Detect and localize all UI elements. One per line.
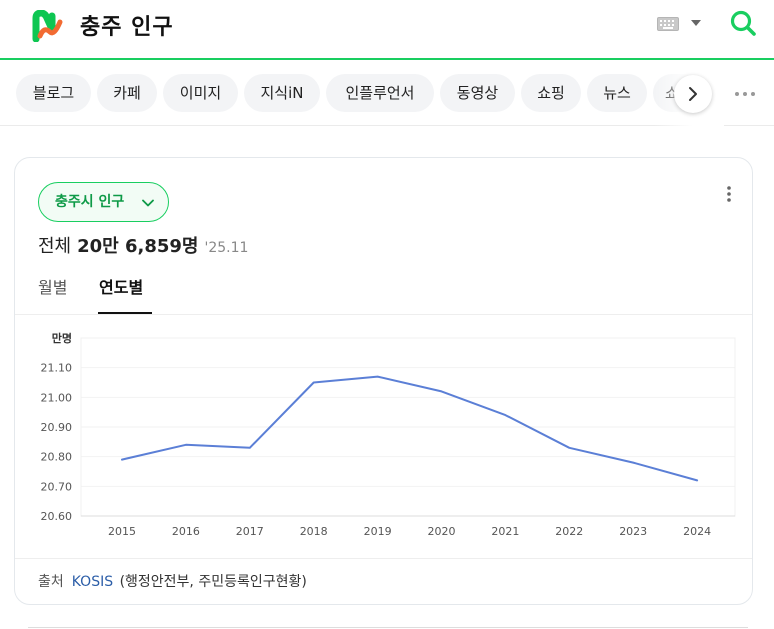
y-tick-label: 21.00 (41, 391, 73, 404)
subtab-active-indicator (98, 312, 152, 314)
y-tick-label: 20.60 (41, 510, 73, 523)
tabs-next-button[interactable] (674, 75, 712, 113)
tab-image[interactable]: 이미지 (163, 74, 238, 112)
tab-kin[interactable]: 지식iN (244, 74, 320, 112)
x-tick-label: 2018 (300, 525, 328, 538)
naver-logo-icon[interactable] (32, 10, 64, 42)
x-tick-label: 2023 (619, 525, 647, 538)
x-tick-label: 2020 (428, 525, 456, 538)
divider (15, 314, 752, 315)
tab-influencer[interactable]: 인플루언서 (326, 74, 434, 112)
y-tick-label: 21.10 (41, 362, 73, 375)
divider (28, 627, 748, 628)
population-card: 충주시 인구 전체 20만 6,859명 '25.11 월별 연도별 20.60 20… (14, 157, 753, 605)
x-tick-label: 2022 (555, 525, 583, 538)
tab-video[interactable]: 동영상 (440, 74, 515, 112)
search-query[interactable]: 충주 인구 (80, 15, 174, 40)
x-tick-label: 2016 (172, 525, 200, 538)
y-tick-label: 20.90 (41, 421, 73, 434)
region-selector[interactable]: 충주시 인구 (38, 182, 169, 222)
caret-down-icon[interactable] (691, 20, 701, 26)
tab-news[interactable]: 뉴스 (587, 74, 647, 112)
source-description: (행정안전부, 주민등록인구현황) (119, 574, 307, 590)
search-icon[interactable] (729, 9, 757, 37)
tab-blog[interactable]: 블로그 (16, 74, 91, 112)
more-horizontal-icon[interactable] (733, 86, 757, 102)
x-tick-label: 2017 (236, 525, 264, 538)
population-line-chart: 20.60 20.70 20.80 20.90 21.00 21.10 만명 2015 2016… (41, 331, 736, 538)
divider (15, 558, 752, 559)
total-value: 20만 6,859명 (77, 236, 199, 257)
chevron-right-icon (689, 87, 697, 101)
search-header: 충주 인구 (0, 0, 774, 60)
y-tick-label: 20.80 (41, 451, 73, 464)
search-category-tabs: 블로그 카페 이미지 지식iN 인플루언서 동영상 쇼핑 뉴스 쇼 (0, 62, 774, 126)
source-link[interactable]: KOSIS (71, 574, 114, 590)
x-tick-label: 2019 (364, 525, 392, 538)
data-source: 출처 KOSIS (행정안전부, 주민등록인구현황) (38, 571, 307, 591)
total-population: 전체 20만 6,859명 '25.11 (38, 232, 248, 258)
tab-cafe[interactable]: 카페 (97, 74, 157, 112)
x-tick-label: 2015 (108, 525, 136, 538)
total-date: '25.11 (204, 240, 249, 256)
keyboard-icon[interactable] (657, 17, 679, 31)
chevron-down-icon (142, 199, 154, 207)
x-tick-label: 2024 (683, 525, 711, 538)
tab-shopping[interactable]: 쇼핑 (521, 74, 581, 112)
source-label: 출처 (38, 574, 64, 590)
x-tick-label: 2021 (491, 525, 519, 538)
population-series-line (121, 375, 699, 482)
subtab-yearly[interactable]: 연도별 (99, 278, 144, 297)
more-vertical-icon[interactable] (723, 184, 735, 204)
subtab-monthly[interactable]: 월별 (38, 278, 68, 297)
total-label: 전체 (38, 236, 72, 257)
y-tick-label: 20.70 (41, 480, 73, 493)
y-unit-label: 만명 (52, 331, 72, 345)
region-selector-label: 충주시 인구 (55, 194, 125, 210)
